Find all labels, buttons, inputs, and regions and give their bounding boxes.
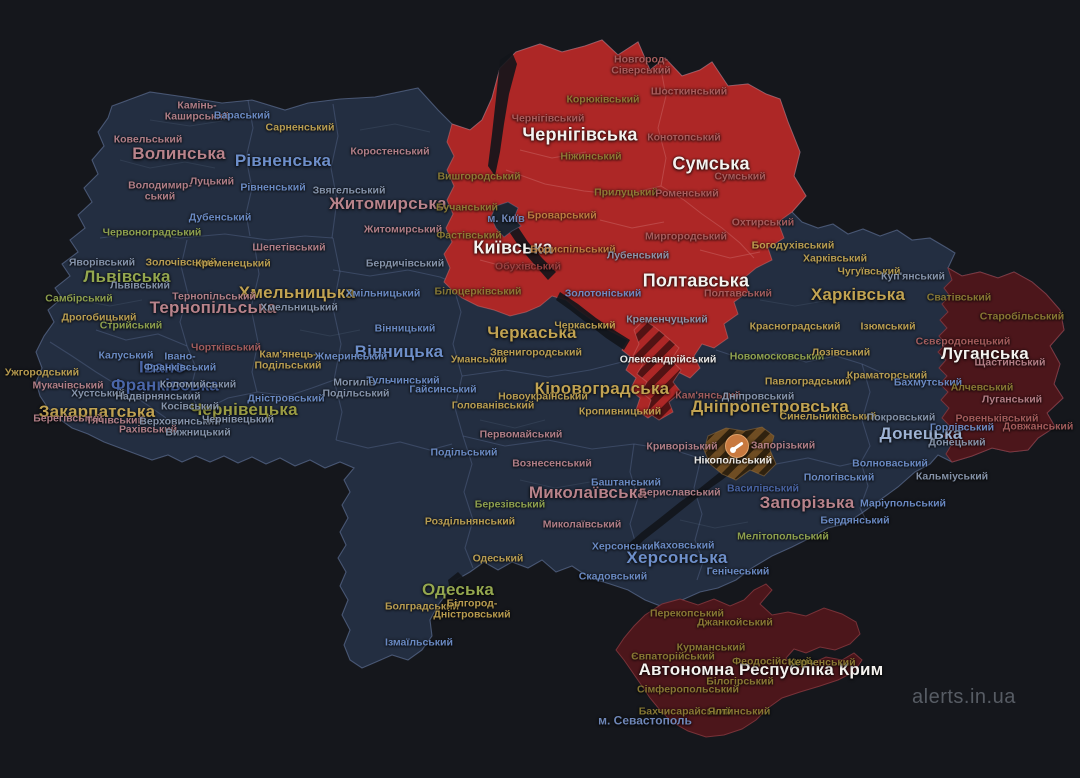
alert-zone-borders bbox=[479, 63, 761, 269]
region-occupied-east[interactable] bbox=[937, 266, 1065, 463]
oblast-borders bbox=[49, 99, 933, 581]
region-ukraine-no-alert[interactable] bbox=[35, 39, 1065, 669]
artillery-shelling-icon bbox=[725, 434, 749, 458]
region-air-alert-north[interactable] bbox=[443, 39, 807, 419]
region-occupied-crimea[interactable] bbox=[615, 583, 863, 738]
region-oleksandriia-hatched[interactable] bbox=[632, 319, 682, 421]
artillery-wheel bbox=[730, 447, 736, 453]
watermark: alerts.in.ua bbox=[912, 686, 1016, 708]
region-kyiv-city[interactable] bbox=[490, 201, 522, 238]
raion-borders bbox=[79, 119, 946, 529]
